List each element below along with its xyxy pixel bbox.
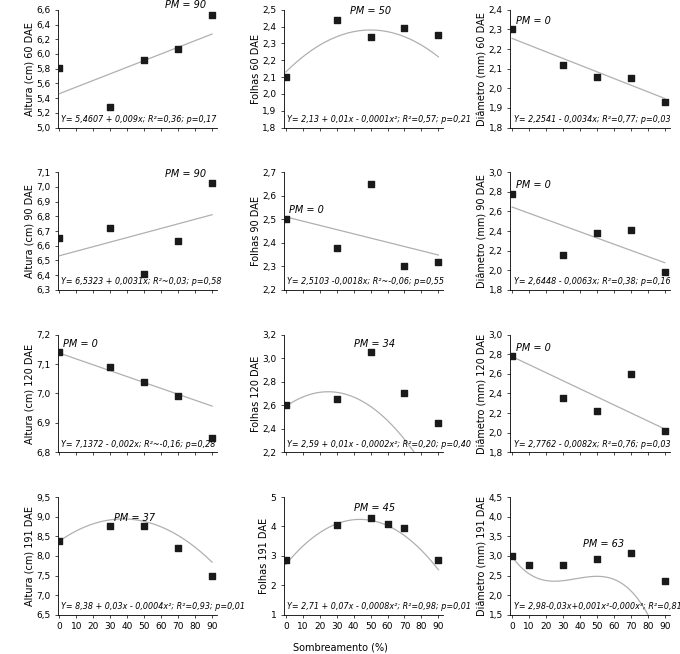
Y-axis label: Folhas 60 DAE: Folhas 60 DAE: [251, 33, 261, 103]
Point: [660, 267, 670, 277]
Point: [660, 97, 670, 107]
Point: [433, 256, 444, 267]
Point: [331, 520, 342, 530]
Point: [558, 60, 568, 70]
Text: PM = 63: PM = 63: [583, 540, 624, 549]
Y-axis label: Diâmetro (mm) 191 DAE: Diâmetro (mm) 191 DAE: [477, 496, 487, 616]
Point: [365, 513, 376, 523]
Text: PM = 0: PM = 0: [63, 339, 98, 349]
Y-axis label: Folhas 120 DAE: Folhas 120 DAE: [251, 355, 261, 432]
Point: [660, 576, 670, 587]
Point: [626, 225, 636, 235]
Text: PM = 50: PM = 50: [350, 7, 392, 16]
Text: PM = 0: PM = 0: [515, 16, 550, 26]
Point: [54, 536, 65, 546]
Point: [173, 391, 184, 402]
Point: [524, 559, 534, 570]
Point: [365, 31, 376, 42]
Point: [626, 369, 636, 379]
Text: Y= 8,38 + 0,03x - 0,0004x²; R²=0,93; p=0,01: Y= 8,38 + 0,03x - 0,0004x²; R²=0,93; p=0…: [61, 602, 245, 611]
Point: [507, 551, 517, 561]
Point: [558, 393, 568, 404]
Text: Y= 2,6448 - 0,0063x; R²=0,38; p=0,16: Y= 2,6448 - 0,0063x; R²=0,38; p=0,16: [513, 277, 670, 286]
Point: [139, 521, 150, 532]
Point: [507, 24, 517, 35]
Text: Y= 5,4607 + 0,009x; R²=0,36; p=0,17: Y= 5,4607 + 0,009x; R²=0,36; p=0,17: [61, 115, 216, 124]
Point: [433, 555, 444, 566]
Point: [139, 54, 150, 65]
Point: [331, 14, 342, 25]
Point: [365, 347, 376, 358]
Y-axis label: Altura (cm) 90 DAE: Altura (cm) 90 DAE: [24, 184, 35, 278]
Y-axis label: Altura (cm) 60 DAE: Altura (cm) 60 DAE: [24, 22, 35, 116]
Point: [382, 519, 393, 529]
Y-axis label: Diâmetro (mm) 60 DAE: Diâmetro (mm) 60 DAE: [477, 12, 487, 126]
Y-axis label: Altura (cm) 120 DAE: Altura (cm) 120 DAE: [24, 343, 35, 443]
Point: [173, 44, 184, 54]
Point: [207, 570, 218, 581]
Text: Y= 7,1372 - 0,002x; R²~-0,16; p=0,28: Y= 7,1372 - 0,002x; R²~-0,16; p=0,28: [61, 439, 216, 449]
Point: [399, 23, 410, 33]
Point: [105, 101, 116, 112]
Point: [280, 214, 291, 224]
Text: Y= 6,5323 + 0,0031x; R²~0,03; p=0,58: Y= 6,5323 + 0,0031x; R²~0,03; p=0,58: [61, 277, 222, 286]
Y-axis label: Folhas 90 DAE: Folhas 90 DAE: [251, 196, 261, 266]
Text: PM = 0: PM = 0: [289, 205, 324, 215]
Point: [626, 73, 636, 84]
Text: Y= 2,5103 -0,0018x; R²~-0,06; p=0,55: Y= 2,5103 -0,0018x; R²~-0,06; p=0,55: [288, 277, 444, 286]
Point: [558, 559, 568, 570]
Point: [54, 233, 65, 244]
Text: Y= 2,98-0,03x+0,001x²-0,000x³; R²=0,81; p=0,17: Y= 2,98-0,03x+0,001x²-0,000x³; R²=0,81; …: [513, 602, 680, 611]
Point: [399, 388, 410, 399]
Point: [660, 426, 670, 436]
Text: PM = 90: PM = 90: [165, 169, 206, 179]
Point: [626, 547, 636, 558]
Point: [139, 269, 150, 279]
Text: PM = 0: PM = 0: [515, 343, 550, 353]
Point: [399, 261, 410, 271]
Point: [365, 179, 376, 189]
Text: PM = 0: PM = 0: [515, 181, 550, 190]
Point: [399, 523, 410, 533]
Text: PM = 90: PM = 90: [165, 0, 206, 10]
Text: Y= 2,13 + 0,01x - 0,0001x²; R²=0,57; p=0,21: Y= 2,13 + 0,01x - 0,0001x²; R²=0,57; p=0…: [288, 115, 471, 124]
Text: Y= 2,71 + 0,07x - 0,0008x²; R²=0,98; p=0,01: Y= 2,71 + 0,07x - 0,0008x²; R²=0,98; p=0…: [288, 602, 471, 611]
Text: Sombreamento (%): Sombreamento (%): [292, 643, 388, 653]
Text: PM = 34: PM = 34: [354, 339, 395, 349]
Point: [173, 236, 184, 247]
Point: [207, 10, 218, 20]
Point: [592, 71, 602, 82]
Point: [592, 554, 602, 564]
Point: [280, 72, 291, 82]
Point: [592, 228, 602, 238]
Point: [507, 188, 517, 199]
Point: [173, 543, 184, 554]
Point: [331, 394, 342, 405]
Point: [433, 30, 444, 41]
Point: [280, 400, 291, 411]
Point: [331, 243, 342, 253]
Point: [54, 347, 65, 358]
Text: Y= 2,2541 - 0,0034x; R²=0,77; p=0,03: Y= 2,2541 - 0,0034x; R²=0,77; p=0,03: [513, 115, 670, 124]
Point: [54, 63, 65, 73]
Y-axis label: Altura (cm) 191 DAE: Altura (cm) 191 DAE: [24, 506, 35, 606]
Y-axis label: Diâmetro (mm) 90 DAE: Diâmetro (mm) 90 DAE: [477, 174, 487, 288]
Point: [105, 223, 116, 233]
Point: [592, 406, 602, 417]
Point: [139, 377, 150, 387]
Text: PM = 37: PM = 37: [114, 513, 155, 523]
Text: Y= 2,59 + 0,01x - 0,0002x²; R²=0,20; p=0,40: Y= 2,59 + 0,01x - 0,0002x²; R²=0,20; p=0…: [288, 439, 471, 449]
Text: Y= 2,7762 - 0,0082x; R²=0,76; p=0,03: Y= 2,7762 - 0,0082x; R²=0,76; p=0,03: [513, 439, 670, 449]
Text: PM = 45: PM = 45: [354, 503, 395, 513]
Point: [280, 555, 291, 566]
Point: [507, 351, 517, 362]
Y-axis label: Folhas 191 DAE: Folhas 191 DAE: [259, 518, 269, 594]
Y-axis label: Diâmetro (mm) 120 DAE: Diâmetro (mm) 120 DAE: [477, 334, 487, 454]
Point: [207, 432, 218, 443]
Point: [105, 521, 116, 532]
Point: [105, 362, 116, 372]
Point: [207, 177, 218, 188]
Point: [558, 249, 568, 260]
Point: [433, 418, 444, 428]
